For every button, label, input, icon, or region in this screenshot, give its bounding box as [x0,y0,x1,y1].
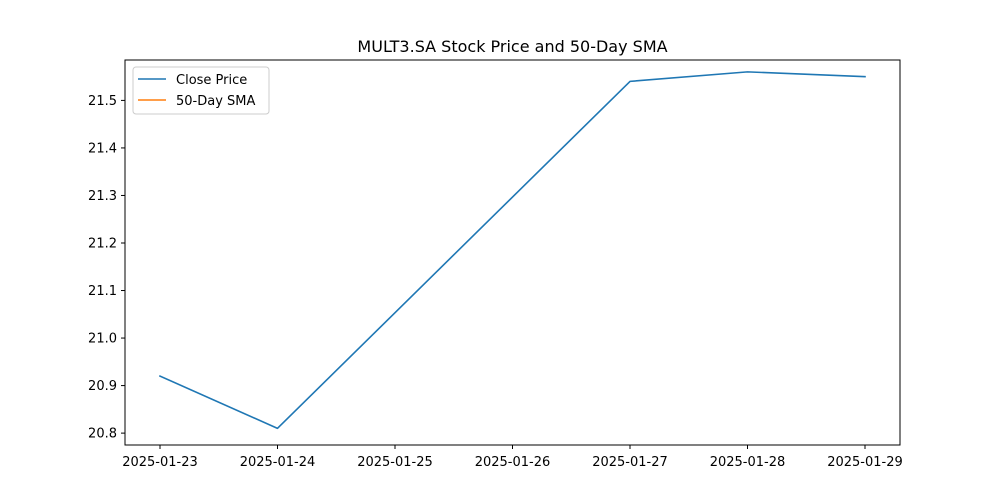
y-tick-label: 21.4 [88,141,117,156]
y-tick-label: 21.1 [88,284,117,299]
y-tick-label: 20.9 [88,379,117,394]
legend-box [132,66,270,115]
x-tick-label: 2025-01-25 [357,455,433,470]
x-tick-label: 2025-01-28 [710,455,786,470]
x-tick-label: 2025-01-27 [592,455,668,470]
y-tick-label: 21.3 [88,189,117,204]
y-tick-label: 21.2 [88,236,117,251]
x-tick-label: 2025-01-29 [827,455,903,470]
y-tick-label: 21.0 [88,332,117,347]
legend-label-1: 50-Day SMA [176,94,256,109]
chart-title: MULT3.SA Stock Price and 50-Day SMA [357,37,667,56]
legend: Close Price 50-Day SMA [132,66,270,115]
y-tick-label: 20.8 [88,427,117,442]
y-tick-label: 21.5 [88,94,117,109]
axes: 2025-01-23 2025-01-24 2025-01-25 2025-01-26… [88,59,903,470]
x-tick-label: 2025-01-24 [240,455,316,470]
x-tick-label: 2025-01-23 [122,455,198,470]
x-tick-label: 2025-01-26 [475,455,551,470]
legend-label-0: Close Price [176,73,247,88]
series-line-0 [158,71,866,430]
plot-area [158,71,866,430]
